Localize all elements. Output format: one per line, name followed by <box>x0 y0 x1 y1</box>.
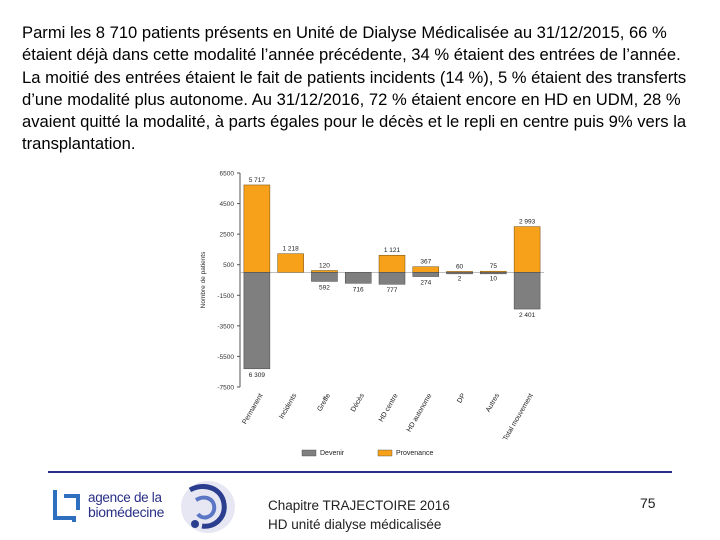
x-category-label: Permanent <box>241 392 264 425</box>
bar-provenance <box>378 254 406 273</box>
bar-devenir <box>446 272 473 275</box>
x-category-label: Total mouvement <box>502 392 535 442</box>
intro-paragraph: Parmi les 8 710 patients présents en Uni… <box>22 23 687 154</box>
data-label-devenir: 592 <box>319 284 330 291</box>
agence-biomedecine-logo: agence de la biomédecine <box>50 484 240 534</box>
footer-chapter-title: Chapitre TRAJECTOIRE 2016 <box>268 498 450 513</box>
logo-line-1: agence de la <box>88 490 162 505</box>
bar-provenance <box>311 270 338 273</box>
bar-provenance <box>243 184 271 273</box>
data-label-devenir: 2 401 <box>519 312 536 319</box>
x-category-label: HD centre <box>378 392 400 423</box>
legend-label-devenir: Devenir <box>320 450 345 457</box>
bar-devenir <box>513 272 541 310</box>
y-tick-label: 500 <box>223 262 234 269</box>
y-tick-label: 4500 <box>220 201 235 208</box>
footer-chapter: Chapitre TRAJECTOIRE 2016 HD unité dialy… <box>268 496 450 534</box>
y-tick-label: -5500 <box>217 354 234 361</box>
bar-devenir <box>480 272 507 275</box>
bar-devenir <box>243 272 271 370</box>
y-tick-label: 2500 <box>220 232 235 239</box>
data-label-provenance: 5 717 <box>249 177 266 184</box>
data-label-provenance: 367 <box>420 259 431 266</box>
data-label-devenir: 274 <box>420 280 431 287</box>
data-label-provenance: 2 993 <box>519 219 536 226</box>
footer-divider <box>48 471 672 473</box>
bar-devenir <box>344 272 372 284</box>
chart-svg: 6500 4500 2500 500 -1500 -3500 -5500 -7500 Nombr… <box>200 171 544 457</box>
data-label-devenir: 777 <box>387 287 398 294</box>
x-category-label: Greffe <box>316 392 332 412</box>
page-number: 75 <box>640 495 656 511</box>
data-label-provenance: 1 121 <box>384 247 401 254</box>
bar-provenance <box>277 253 304 273</box>
data-label-devenir: 6 309 <box>249 372 266 379</box>
bar-devenir <box>311 272 338 282</box>
data-label-devenir: 2 <box>458 275 462 282</box>
logo-line-2: biomédecine <box>88 504 165 520</box>
swirl-emblem-icon <box>181 481 235 533</box>
bar-devenir <box>378 272 406 285</box>
x-category-label: HD autonome <box>406 392 434 433</box>
legend-label-provenance: Provenance <box>396 450 433 457</box>
waterfall-chart: 6500 4500 2500 500 -1500 -3500 -5500 -7500 Nombr… <box>196 163 550 468</box>
data-label-devenir: 10 <box>490 276 498 283</box>
legend-swatch-devenir <box>301 449 317 457</box>
bar-devenir <box>412 272 440 277</box>
bar-provenance <box>412 266 440 273</box>
y-tick-label: -7500 <box>217 385 234 392</box>
y-axis-title: Nombre de patients <box>200 251 207 308</box>
x-category-label: Décès <box>350 392 366 413</box>
data-label-provenance: 1 218 <box>283 246 300 253</box>
x-category-label: Incidents <box>278 392 298 420</box>
x-category-label: Autres <box>485 392 501 413</box>
data-label-devenir: 716 <box>353 286 364 293</box>
bar-provenance <box>513 226 541 273</box>
y-tick-label: -3500 <box>217 323 234 330</box>
data-label-provenance: 60 <box>456 263 464 270</box>
logo-mark-icon <box>53 490 80 522</box>
legend-swatch-provenance <box>377 449 393 457</box>
data-label-provenance: 120 <box>319 263 330 270</box>
footer-chapter-subtitle: HD unité dialyse médicalisée <box>268 517 442 532</box>
y-tick-label: 6500 <box>220 171 235 178</box>
data-label-provenance: 75 <box>490 263 498 270</box>
y-tick-label: -1500 <box>217 293 234 300</box>
x-category-label: DP <box>456 392 467 404</box>
